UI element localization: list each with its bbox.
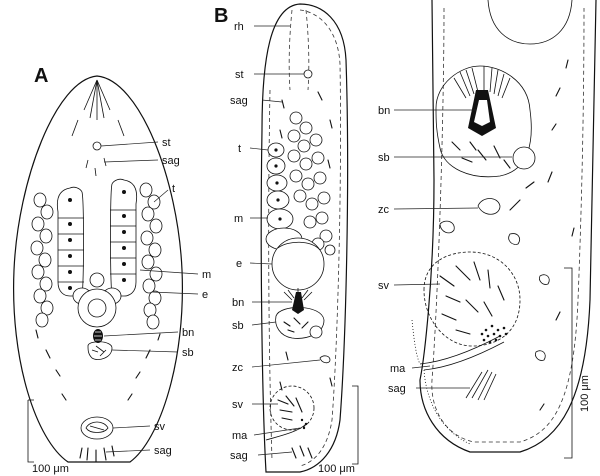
panel-a-label-bn: bn [182,327,194,339]
panel-b-label-m: m [234,213,243,225]
panel-c-dotted-cluster [480,324,508,344]
panel-a: A [12,65,211,475]
panel-a-seminal-bursa [87,341,113,360]
panel-b-sagittocysts-bottom [291,445,313,459]
panel-b-body-outline [260,3,349,473]
panel-c-seminal-bursa [435,65,536,178]
panel-a-statocyst [92,141,102,151]
panel-a-label-e: e [202,289,208,301]
panel-b-label-ma: ma [232,430,248,442]
panel-b-label-sag: sag [230,95,248,107]
panel-a-label-t: t [172,183,175,195]
panel-a-body-outline [12,75,184,463]
panel-a-label-m: m [202,269,211,281]
panel-b-leader-sb [251,321,277,326]
panel-c-label-bn: bn [378,105,390,117]
panel-a-label-sv: sv [154,421,166,433]
panel-b-leader-ma [253,427,301,436]
panel-b-inner-dash [299,9,341,467]
panel-b-label-sv: sv [232,399,244,411]
panel-b-male-antrum [265,423,307,441]
panel-b-egg [271,237,325,291]
panel-b-label-sag-bottom: sag [230,450,248,462]
panel-b-bursal-nozzle [283,288,313,314]
panel-a-leader-t [153,189,169,203]
panel-a-leader-sag-bottom [105,449,151,453]
panel-a-oocyte-small [89,272,105,288]
panel-a-label-st: st [162,137,171,149]
panel-a-scale-label: 100 μm [32,463,69,475]
panel-c-scale-label: 100 μm [579,375,591,412]
panel-c-body-outline [419,0,597,453]
panel-c: bn sb zc sv ma sag 100 μm [378,0,597,459]
panel-b-label-e: e [236,258,242,270]
panel-b-sagittocysts [279,91,333,169]
panel-c-zc [439,59,575,411]
panel-c-sagittocysts [465,369,497,401]
panel-c-leader-sv [393,283,441,286]
panel-b-label-zc: zc [232,362,244,374]
panel-b-label-st: st [235,69,244,81]
panel-c-label-zc: zc [378,204,390,216]
panel-a-anterior-rays [71,79,125,137]
panel-a-bursal-nozzle [93,329,103,343]
panel-a-leader-e [151,291,199,295]
panel-c-egg-arc [487,0,573,45]
panel-a-leader-sag-top [103,159,159,163]
panel-b-leader-e [249,262,273,265]
panel-a-leader-st [100,141,159,147]
panel-a-label-sag-bottom: sag [154,445,172,457]
panel-a-testes-right [139,182,163,330]
panel-c-label-sag: sag [388,383,406,395]
panel-a-sagittocysts-bottom [79,445,115,463]
panel-b-rhabdite-tract [288,9,310,91]
panel-c-inner-dash [431,7,585,443]
panel-c-male-antrum [411,319,505,445]
panel-b-label-t: t [238,143,241,155]
panel-b-leader-sag-bottom [257,451,293,456]
panel-a-scattered-sagittocysts [35,329,161,401]
panel-c-leader-zc [393,207,479,210]
panel-b-label-rh: rh [234,21,244,33]
panel-b-statocyst [303,69,313,79]
panel-b-letter: B [214,5,228,27]
panel-a-label-sb: sb [182,347,194,359]
panel-b-leader-t [249,147,269,151]
panel-b-leader-zc [251,359,321,368]
panel-b-scale-label: 100 μm [318,463,355,475]
panel-c-label-sv: sv [378,280,390,292]
panel-a-leader-sb [111,349,179,353]
panel-c-leader-ma [411,365,431,369]
panel-b-leader-sag [261,99,283,103]
panel-c-scale-bar [564,267,573,459]
panel-a-testes-left [30,192,54,328]
panel-b-seminal-vesicle [269,385,315,431]
panel-a-label-sag-top: sag [162,155,180,167]
panel-b-label-sb: sb [232,320,244,332]
panel-c-seminal-vesicle [423,251,521,347]
panel-b-testes [287,111,336,256]
panel-b: B [214,3,359,475]
panel-c-label-sb: sb [378,152,390,164]
panel-b-scale-bar [352,385,359,465]
panel-a-scale-bar [27,399,34,463]
panel-b-seminal-bursa [275,307,325,339]
panel-a-letter: A [34,65,48,87]
panel-a-leader-bn [103,331,179,337]
panel-c-label-ma: ma [390,363,406,375]
panel-a-egg-inner [87,298,107,318]
panel-b-label-bn: bn [232,297,244,309]
panel-a-leader-sv [112,425,151,429]
panel-a-leader-m [139,269,199,275]
